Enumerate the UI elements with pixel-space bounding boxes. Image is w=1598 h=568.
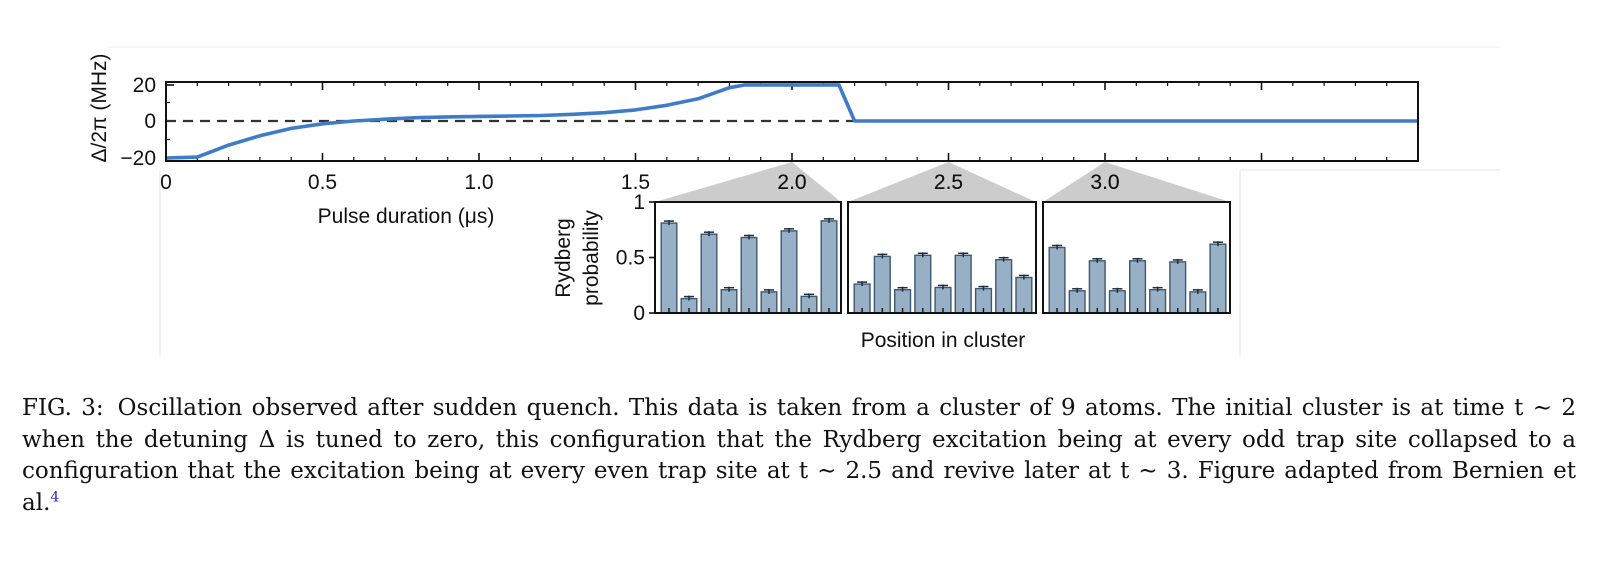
y-tick-label: 0 — [144, 110, 156, 133]
x-tick-label: 0.5 — [308, 171, 337, 194]
x-tick-label: 1.5 — [621, 171, 650, 194]
inset-y-tick-label: 0.5 — [616, 247, 645, 270]
bar — [700, 233, 718, 314]
figure-caption: FIG. 3: Oscillation observed after sudden… — [22, 393, 1576, 519]
zoom-wedge — [655, 162, 841, 202]
figure: 2.0 2.5 3.0 0 0.5 1.0 1.5 2.0 2.5 3.0 20 0 −20 Δ/2π… — [88, 46, 1500, 356]
inset-y-axis-label-line2: probability — [580, 210, 603, 306]
inset-frame — [847, 201, 1037, 314]
inset-time-label: 2.0 — [777, 171, 806, 194]
bar — [1128, 260, 1147, 314]
bar — [1048, 246, 1066, 314]
bar — [954, 254, 972, 314]
main-x-axis-label: Pulse duration (μs) — [318, 205, 495, 228]
bar — [873, 255, 891, 314]
bar — [914, 254, 932, 314]
x-tick-label: 1.0 — [464, 171, 493, 194]
inset-y-axis-label-line1: Rydberg — [552, 218, 575, 297]
bar — [780, 230, 798, 314]
bar-inset-3.0 — [1042, 201, 1231, 314]
caption-citation-link[interactable]: 4 — [50, 488, 60, 505]
zoom-wedge — [1043, 162, 1230, 202]
caption-text: Oscillation observed after sudden quench… — [22, 395, 1576, 516]
x-tick-label: 2.5 — [934, 171, 963, 194]
caption-label: FIG. 3: — [22, 395, 104, 421]
y-tick-label: 20 — [133, 74, 156, 97]
bar — [995, 259, 1013, 314]
bar — [1169, 261, 1187, 314]
y-tick-label: −20 — [120, 147, 156, 170]
inset-y-tick-label: 1 — [633, 191, 645, 214]
inset-x-axis-label: Position in cluster — [861, 329, 1026, 352]
zoom-wedges: 2.0 2.5 3.0 — [655, 162, 1230, 202]
detuning-series-line — [165, 83, 1418, 160]
bar-inset-2.5 — [847, 201, 1037, 314]
inset-time-label: 2.5 — [934, 171, 963, 194]
bar — [1015, 276, 1033, 314]
bar-insets: 00.51 — [616, 191, 1231, 325]
x-tick-label: 0 — [160, 171, 172, 194]
inset-time-label: 3.0 — [1090, 171, 1119, 194]
x-tick-label: 2.0 — [777, 171, 806, 194]
bar — [1209, 243, 1227, 314]
zoom-wedge — [848, 162, 1036, 202]
main-y-axis-label: Δ/2π (MHz) — [88, 53, 111, 162]
bar-inset-2.0: 00.51 — [616, 191, 842, 325]
x-tick-label: 3.0 — [1090, 171, 1119, 194]
main-plot-frame — [165, 81, 1419, 162]
inset-frame — [1042, 201, 1231, 314]
bar — [1088, 260, 1106, 314]
inset-y-tick-label: 0 — [633, 302, 645, 325]
bar — [820, 220, 838, 314]
bar — [660, 222, 678, 314]
bar — [740, 236, 758, 314]
